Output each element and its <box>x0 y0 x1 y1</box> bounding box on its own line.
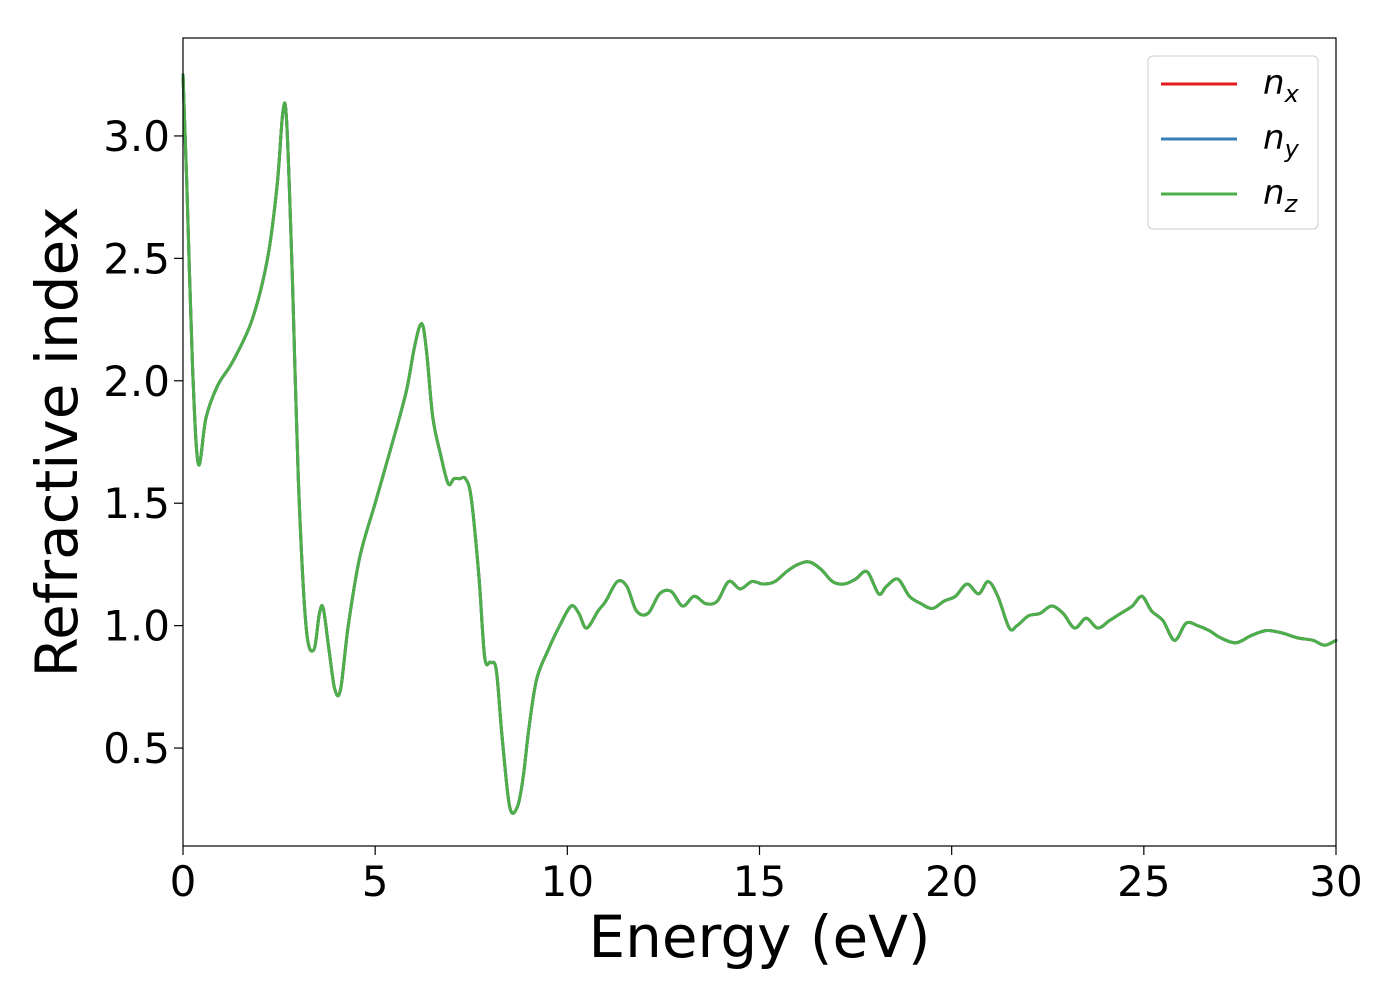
y-tick-label: 0.5 <box>103 724 170 773</box>
series-line-n-z <box>181 73 1338 815</box>
x-tick-label: 15 <box>733 857 786 906</box>
y-axis-ticks: 0.5 1.0 1.5 2.0 2.5 3.0 <box>103 112 183 773</box>
y-tick-label: 2.0 <box>103 357 170 406</box>
legend-label-n-x: nx <box>1263 63 1300 108</box>
y-axis-label: Refractive index <box>23 206 91 677</box>
legend-label-n-y: ny <box>1263 118 1300 163</box>
legend-label-n-z: nz <box>1263 173 1299 218</box>
x-tick-label: 20 <box>925 857 978 906</box>
x-tick-label: 25 <box>1117 857 1170 906</box>
plot-frame <box>182 37 1337 847</box>
x-tick-label: 5 <box>362 857 389 906</box>
x-tick-label: 0 <box>170 857 197 906</box>
x-tick-label: 30 <box>1309 857 1362 906</box>
legend-frame <box>1147 55 1319 230</box>
x-axis-ticks: 0 5 10 15 20 25 30 <box>170 846 1363 906</box>
y-tick-label: 3.0 <box>103 112 170 161</box>
y-tick-label: 2.5 <box>103 234 170 283</box>
y-tick-label: 1.0 <box>103 602 170 651</box>
series-layer <box>181 73 1338 815</box>
legend: nx ny nz <box>1147 55 1319 230</box>
plot-background <box>183 38 1336 846</box>
y-tick-label: 1.5 <box>103 479 170 528</box>
x-tick-label: 10 <box>541 857 594 906</box>
x-axis-label: Energy (eV) <box>588 903 930 971</box>
